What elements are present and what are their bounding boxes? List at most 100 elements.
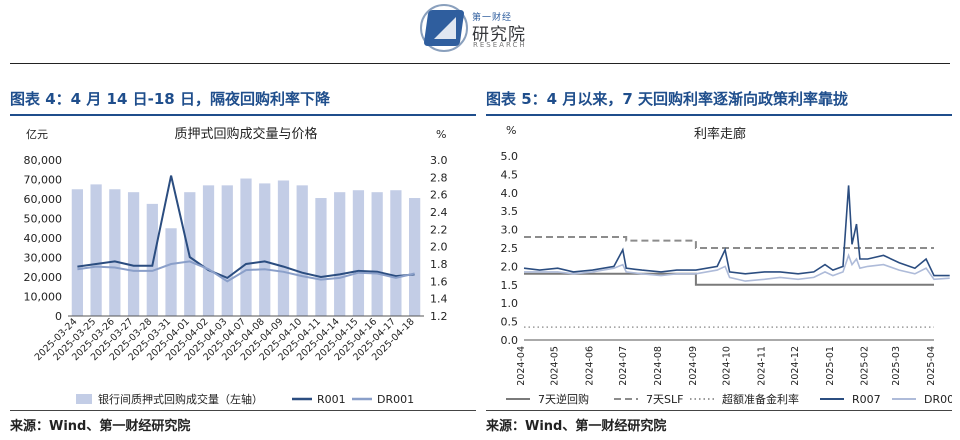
- legend-swatch-volume: [76, 394, 92, 404]
- x-tick-label: 2024-07: [618, 346, 629, 386]
- volume-bar: [259, 183, 271, 316]
- figure-5-title: 图表 5：4 月以来，7 天回购利率逐渐向政策利率靠拢: [486, 90, 848, 108]
- volume-bar: [221, 185, 233, 316]
- left-y-tick: 20,000: [24, 271, 63, 284]
- legend-label-7天SLF: 7天SLF: [646, 393, 683, 406]
- x-tick-label: 2024-08: [653, 346, 664, 386]
- figure-4-source: 来源：Wind、第一财经研究院: [10, 419, 191, 434]
- x-tick-label: 2024-06: [585, 346, 596, 386]
- left-y-tick: 50,000: [24, 213, 63, 226]
- volume-bar: [109, 189, 121, 316]
- figure-5-panel: 图表 5：4 月以来，7 天回购利率逐渐向政策利率靠拢 利率走廊% 0.0 0.5 1…: [486, 88, 952, 440]
- right-y-tick: 1.4: [430, 293, 448, 306]
- x-tick-label: 2024-11: [756, 346, 767, 386]
- x-tick-label: 2024-09: [688, 346, 699, 386]
- volume-bar: [165, 228, 177, 316]
- volume-bar: [71, 189, 83, 316]
- y-tick: 5.0: [501, 150, 519, 163]
- volume-bar: [240, 178, 252, 316]
- right-axis-unit: %: [436, 128, 446, 141]
- chart-title: 质押式回购成交量与价格: [174, 126, 317, 142]
- header-divider: [10, 63, 950, 64]
- y-tick: 1.5: [501, 279, 519, 292]
- y-tick: 0.0: [501, 334, 519, 347]
- x-tick-label: 2024-12: [790, 346, 801, 386]
- volume-bar: [127, 192, 140, 316]
- legend-label-dr001: DR001: [377, 393, 414, 406]
- left-y-tick: 0: [55, 310, 62, 323]
- left-y-tick: 80,000: [24, 154, 63, 167]
- right-y-tick: 2.2: [430, 223, 448, 236]
- logo-ring: [420, 4, 468, 52]
- left-axis-unit: 亿元: [26, 128, 48, 141]
- legend-label-7天逆回购: 7天逆回购: [538, 392, 589, 406]
- rate-corridor-chart: 利率走廊% 0.0 0.5 1.0 1.5 2.0 2.5 3.0 3.5 4.0 4.5 5.0 20…: [501, 124, 953, 406]
- right-y-tick: 2.0: [430, 241, 448, 254]
- figure-4-title-rule: [10, 114, 476, 116]
- right-y-tick: 3.0: [430, 154, 448, 167]
- logo-text-main: 研究院: [472, 25, 526, 45]
- volume-bar: [146, 203, 158, 316]
- y-tick: 3.5: [501, 205, 519, 218]
- y-tick: 0.5: [501, 316, 519, 329]
- logo-text-small: 第一财经: [472, 13, 513, 23]
- series-R007-line: [523, 185, 950, 277]
- figure-4-title: 图表 4：4 月 14 日-18 日，隔夜回购利率下降: [10, 90, 330, 108]
- left-y-tick: 40,000: [24, 232, 63, 245]
- legend-label-超额准备金利率: 超额准备金利率: [722, 392, 799, 406]
- volume-bar: [90, 184, 102, 316]
- left-y-tick: 30,000: [24, 252, 63, 265]
- legend-label-DR007: DR007: [924, 393, 952, 406]
- figure-5-source-rule: [486, 410, 952, 411]
- legend-label-volume: 银行间质押式回购成交量（左轴）: [98, 392, 263, 406]
- report-header: 第一财经 研究院 RESEARCH: [0, 0, 960, 64]
- x-tick-label: 2024-04: [516, 346, 527, 386]
- repo-volume-price-chart: 质押式回购成交量与价格 亿元 % 0 10,000 20,000 30,000 40,000 5…: [24, 126, 448, 406]
- x-tick-label: 2025-01: [825, 346, 836, 386]
- volume-bar: [277, 180, 290, 316]
- logo-text-en: RESEARCH: [473, 41, 527, 49]
- volume-bar: [296, 185, 308, 316]
- series-7天逆回购-line: [524, 272, 934, 286]
- left-y-tick: 70,000: [24, 174, 63, 187]
- y-tick: 4.0: [501, 187, 519, 200]
- right-y-tick: 2.6: [430, 189, 448, 202]
- x-tick-label: 2024-05: [550, 346, 561, 386]
- right-y-tick: 1.6: [430, 275, 448, 288]
- x-tick-label: 2025-03: [891, 346, 902, 386]
- x-tick-label: 2025-02: [860, 346, 871, 386]
- volume-bar: [390, 190, 402, 316]
- volume-bar: [334, 192, 346, 316]
- y-tick: 1.0: [501, 297, 519, 310]
- legend-label-r001: R001: [317, 393, 346, 406]
- figure-5-title-rule: [486, 114, 952, 116]
- r001-line: [77, 175, 415, 280]
- x-tick-label: 2024-10: [722, 346, 733, 386]
- volume-bar: [315, 198, 327, 316]
- research-institute-logo: 第一财经 研究院 RESEARCH: [420, 4, 550, 56]
- series-DR007-line: [524, 253, 950, 282]
- volume-bar: [352, 190, 365, 316]
- left-y-tick: 60,000: [24, 193, 63, 206]
- chart-title: 利率走廊: [694, 126, 746, 142]
- left-y-tick: 10,000: [24, 291, 63, 304]
- right-y-tick: 1.8: [430, 258, 448, 271]
- volume-bar: [409, 198, 421, 316]
- y-tick: 2.0: [501, 260, 519, 273]
- legend-label-R007: R007: [852, 393, 881, 406]
- y-axis-unit: %: [506, 124, 516, 137]
- logo-mark: [423, 10, 465, 46]
- volume-bar: [202, 185, 215, 316]
- figure-4-source-rule: [10, 410, 476, 411]
- y-tick: 3.0: [501, 224, 519, 237]
- right-y-tick: 1.2: [430, 310, 448, 323]
- figure-4-panel: 图表 4：4 月 14 日-18 日，隔夜回购利率下降 质押式回购成交量与价格 亿…: [10, 88, 476, 440]
- y-tick: 2.5: [501, 242, 519, 255]
- dr001-line: [77, 260, 415, 283]
- right-y-tick: 2.4: [430, 206, 448, 219]
- y-tick: 4.5: [501, 168, 519, 181]
- right-y-tick: 2.8: [430, 171, 448, 184]
- series-7天SLF-line: [524, 236, 934, 249]
- x-tick-label: 2025-04: [926, 346, 937, 386]
- volume-bar: [371, 192, 383, 316]
